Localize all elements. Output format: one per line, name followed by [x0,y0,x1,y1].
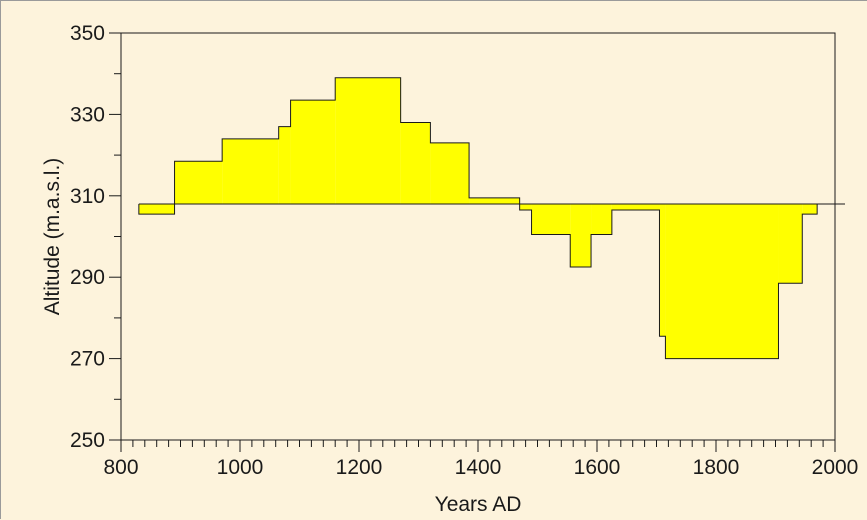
x-tick-label-1400: 1400 [455,456,502,479]
y-tick-label-250: 250 [70,429,105,452]
y-tick-label-330: 330 [70,103,105,126]
altitude-step-16 [665,203,779,359]
y-tick-label-350: 350 [70,22,105,45]
x-tick-label-2000: 2000 [812,456,859,479]
y-tick-label-270: 270 [70,348,105,371]
altitude-step-4 [278,126,291,204]
altitude-step-6 [335,77,401,204]
plot-area [138,77,845,360]
x-tick-label-1600: 1600 [574,456,621,479]
altitude-step-17 [778,203,803,284]
altitude-step-14 [611,203,660,211]
x-tick-label-800: 800 [103,456,138,479]
x-axis-title: Years AD [435,493,522,516]
y-axis-title: Altitude (m.a.s.l.) [41,158,64,316]
altitude-step-3 [222,138,279,204]
x-tick-label-1000: 1000 [217,456,264,479]
x-tick-label-1200: 1200 [336,456,383,479]
y-tick-label-310: 310 [70,185,105,208]
altitude-step-2 [174,161,223,204]
altitude-step-1 [138,203,175,215]
altitude-step-12 [570,203,592,268]
altitude-step-8 [430,142,470,204]
altitude-step-15 [659,203,666,337]
altitude-step-5 [290,100,336,204]
altitude-step-7 [400,122,431,204]
x-tick-label-1800: 1800 [693,456,740,479]
altitude-step-13 [591,203,612,235]
axes: 800 1000 1200 1400 1600 1800 2000 250 270 290 310 3… [70,22,858,479]
altitude-step-9 [469,197,520,204]
altitude-step-11 [531,203,571,235]
y-tick-label-290: 290 [70,266,105,289]
altitude-step-10 [519,203,532,211]
altitude-step-18 [802,203,818,215]
